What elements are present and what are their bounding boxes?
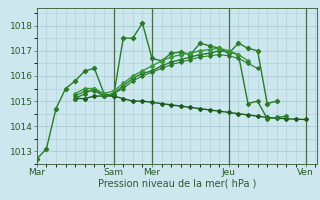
X-axis label: Pression niveau de la mer( hPa ): Pression niveau de la mer( hPa ) (98, 179, 256, 189)
